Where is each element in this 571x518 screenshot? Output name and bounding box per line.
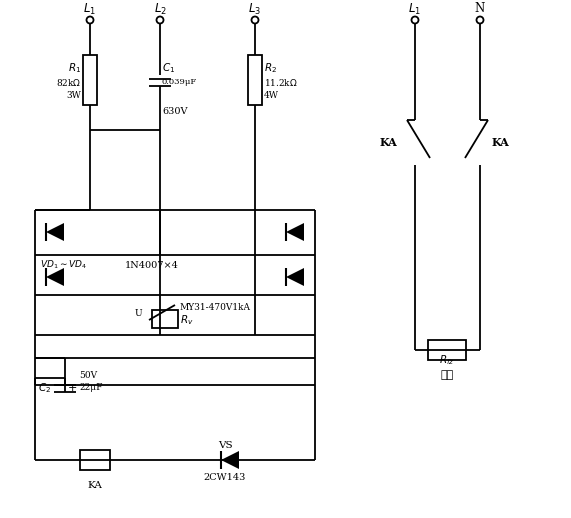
Text: $R_2$: $R_2$ (264, 61, 277, 75)
Text: 1N4007×4: 1N4007×4 (125, 261, 179, 269)
Text: $R_{fz}$: $R_{fz}$ (439, 353, 455, 367)
Text: $L_2$: $L_2$ (154, 2, 167, 17)
Text: KA: KA (492, 137, 510, 148)
Text: +: + (68, 383, 78, 393)
Text: $R_v$: $R_v$ (180, 313, 194, 327)
Bar (152, 310, 178, 328)
Text: 负载: 负载 (440, 369, 453, 381)
Text: $C_2$: $C_2$ (38, 381, 51, 395)
Polygon shape (286, 268, 304, 286)
Text: $VD_1{\sim}VD_4$: $VD_1{\sim}VD_4$ (40, 259, 87, 271)
Polygon shape (46, 223, 64, 241)
Text: 0.039μF: 0.039μF (162, 78, 197, 86)
Text: 22μF: 22μF (79, 383, 103, 393)
Text: N: N (475, 3, 485, 16)
Text: 82k$\Omega$: 82k$\Omega$ (55, 77, 81, 88)
Text: 630V: 630V (162, 108, 187, 117)
Polygon shape (286, 223, 304, 241)
Polygon shape (221, 451, 239, 469)
Text: $L_1$: $L_1$ (83, 2, 96, 17)
Text: 2CW143: 2CW143 (204, 473, 246, 482)
Text: $L_1$: $L_1$ (408, 2, 421, 17)
Bar (428, 340, 466, 360)
Text: 11.2k$\Omega$: 11.2k$\Omega$ (264, 77, 297, 88)
Text: VS: VS (218, 440, 232, 450)
Text: KA: KA (87, 481, 102, 490)
Text: $C_1$: $C_1$ (162, 61, 175, 75)
Polygon shape (46, 268, 64, 286)
Text: $L_3$: $L_3$ (248, 2, 262, 17)
Text: U: U (134, 309, 142, 318)
Text: 50V: 50V (79, 371, 97, 381)
Text: MY31-470V1kA: MY31-470V1kA (180, 303, 251, 311)
Text: KA: KA (380, 137, 398, 148)
Text: 4W: 4W (264, 92, 279, 100)
Text: 3W: 3W (66, 92, 81, 100)
Bar (248, 55, 262, 105)
Text: $R_1$: $R_1$ (68, 61, 81, 75)
Bar (80, 450, 110, 470)
Bar (83, 55, 97, 105)
